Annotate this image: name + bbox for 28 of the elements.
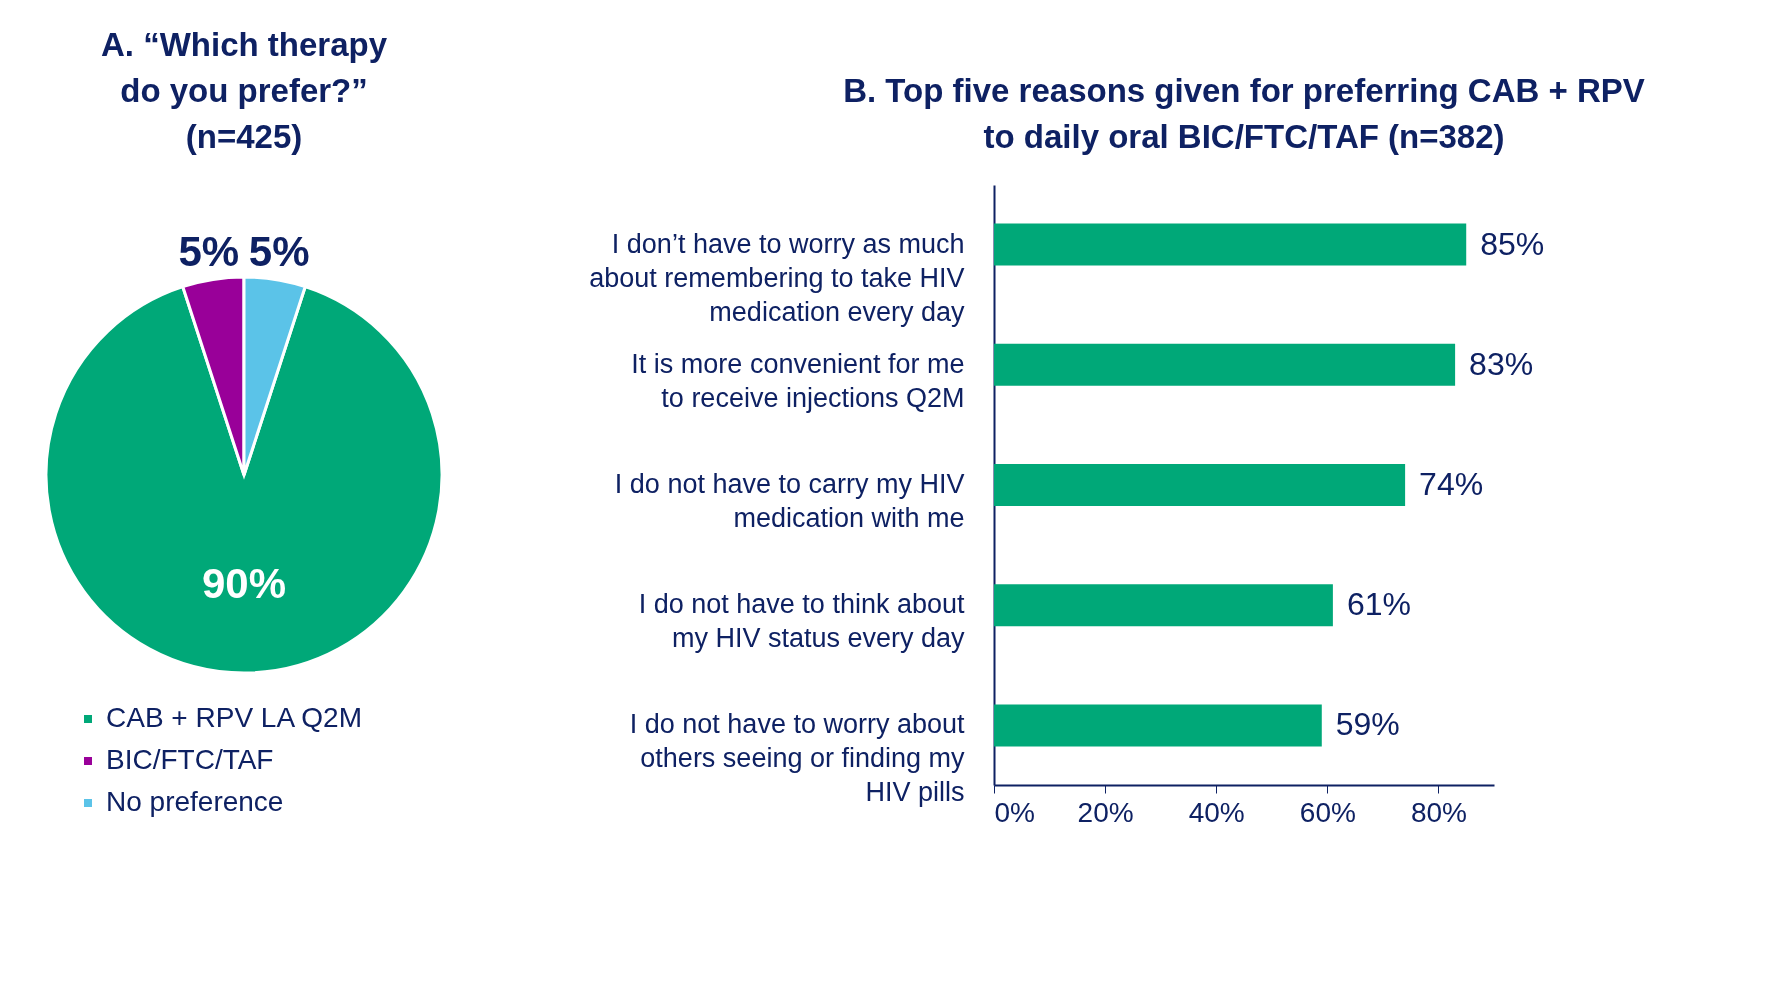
text: 61%	[1346, 586, 1411, 623]
x-tick-label: 80%	[1410, 796, 1467, 828]
data-label: 90%	[201, 560, 287, 607]
bar	[994, 584, 1333, 627]
x-tick-label: 60%	[1299, 796, 1356, 828]
bar	[994, 704, 1322, 747]
legend-label: BIC/FTC/TAF	[106, 744, 274, 775]
text: 83%	[1469, 345, 1534, 382]
bar	[994, 343, 1456, 386]
data-label: 5%	[178, 227, 240, 275]
chart-title: A. “Which therapy do you prefer?” (n=425)	[100, 26, 388, 155]
y-tick-label: I do not have to think about my HIV status every day	[638, 589, 965, 654]
legend-label: CAB + RPV LA Q2M	[106, 702, 362, 733]
text: 85%	[1480, 225, 1545, 262]
bar	[994, 463, 1406, 507]
y-tick-label: It is more convenient for me to receive injections Q2M	[631, 348, 965, 413]
y-tick-label: I do not have to carry my HIV medication with me	[614, 469, 965, 533]
x-tick-label: 40%	[1188, 796, 1245, 828]
data-label: 5%	[248, 227, 310, 275]
text: 59%	[1335, 706, 1400, 743]
x-tick-label: 20%	[1077, 796, 1134, 828]
text: 74%	[1419, 466, 1484, 502]
legend-label: No preference	[106, 786, 284, 817]
bar	[994, 223, 1467, 266]
x-tick-label: 0%	[994, 796, 1035, 828]
chart-title: B. Top five reasons given for preferring CAB + RPV to daily oral BIC/FTC/TAF (n=382)	[843, 72, 1645, 155]
y-tick-label: I don’t have to worry as much about remembering to take HIV medication every day	[589, 228, 965, 327]
y-tick-label: I do not have to worry about others seeing or finding my HIV pills	[629, 709, 965, 808]
